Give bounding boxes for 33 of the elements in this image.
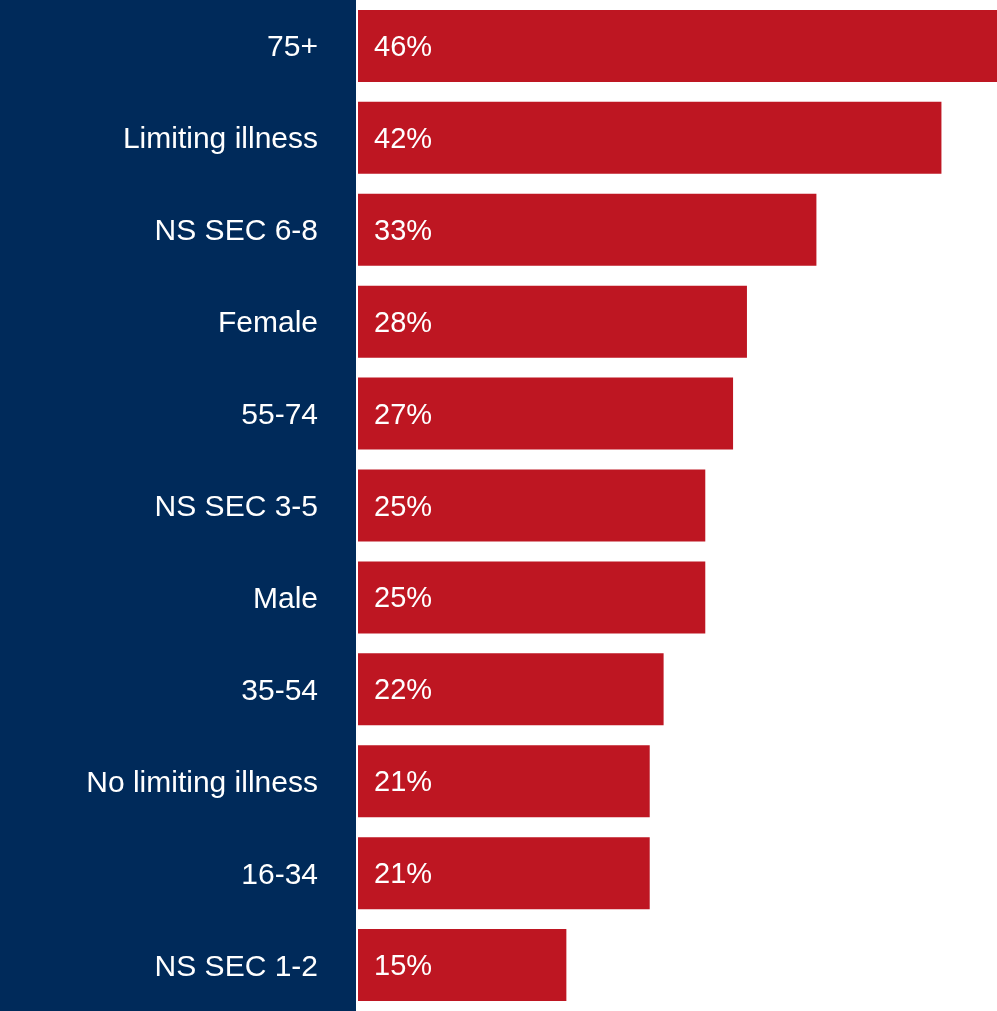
y-tick-label: 75+ [267, 29, 318, 63]
bar [358, 377, 734, 450]
bar [358, 653, 664, 726]
bar [358, 837, 650, 910]
y-tick-label: 16-34 [241, 856, 318, 890]
bar [358, 929, 567, 1002]
y-tick-label: Limiting illness [122, 121, 318, 155]
bar [358, 469, 706, 542]
bar [358, 745, 650, 818]
data-label: 15% [374, 949, 433, 982]
data-label: 42% [374, 121, 433, 154]
data-label: 46% [374, 29, 433, 62]
y-tick-label: 55-74 [241, 397, 318, 431]
data-label: 33% [374, 213, 433, 246]
data-label: 21% [374, 857, 433, 890]
y-tick-label: NS SEC 6-8 [154, 213, 318, 247]
data-label: 27% [374, 397, 433, 430]
y-tick-label: No limiting illness [86, 764, 318, 798]
y-tick-label: Female [217, 305, 318, 339]
data-label: 25% [374, 581, 433, 614]
bar [358, 561, 706, 634]
data-label: 28% [374, 305, 433, 338]
bar [358, 285, 747, 358]
y-tick-label: Male [252, 580, 318, 614]
y-tick-label: NS SEC 3-5 [154, 489, 318, 522]
data-label: 21% [374, 765, 433, 798]
bar [358, 101, 942, 174]
data-label: 22% [374, 673, 433, 706]
bar [358, 9, 997, 82]
y-tick-label: NS SEC 1-2 [154, 948, 318, 982]
data-label: 25% [374, 489, 433, 522]
y-tick-label: 35-54 [241, 672, 318, 706]
bar [358, 193, 817, 266]
